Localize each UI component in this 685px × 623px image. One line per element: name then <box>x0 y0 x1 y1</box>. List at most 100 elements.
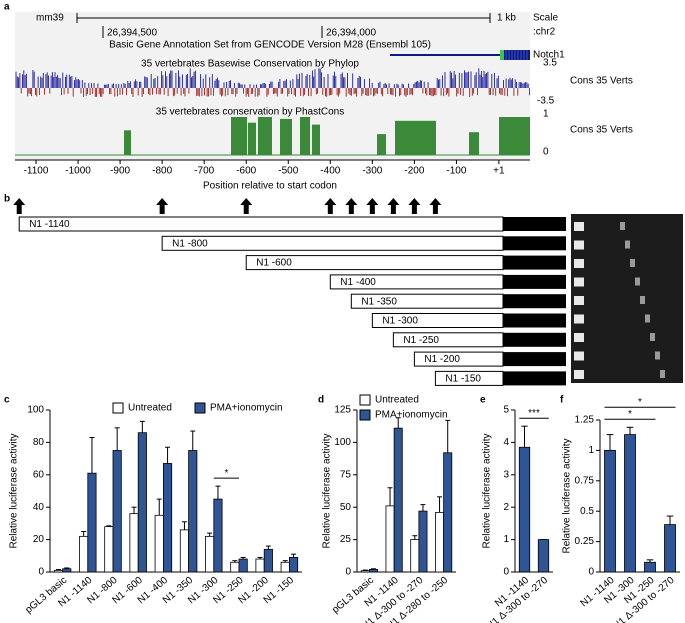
bar <box>443 452 453 573</box>
luc-label: LUC <box>524 277 544 288</box>
legend-label: Untreated <box>375 395 419 406</box>
panel-label: d <box>318 395 324 406</box>
chrom: :chr2 <box>533 27 556 38</box>
phastcons-block <box>377 134 386 155</box>
luc-box <box>503 371 566 386</box>
x-tick-label: -1100 <box>24 166 49 177</box>
bar <box>263 548 273 573</box>
x-tick-label: -500 <box>278 166 298 177</box>
legend-label: Untreated <box>128 403 172 414</box>
gel-band <box>635 277 640 286</box>
panel-label: e <box>480 395 486 406</box>
gel-well <box>574 240 584 250</box>
phylop-label: Cons 35 Verts <box>570 76 633 87</box>
bar <box>280 561 290 573</box>
y-tick-label: 1 <box>588 445 594 456</box>
panel-label: c <box>4 395 10 406</box>
phastcons-block <box>280 118 292 155</box>
phastcons-block <box>469 132 479 155</box>
significance-label: * <box>224 468 228 479</box>
y-tick-label: 0 <box>503 567 509 578</box>
y-tick-label: 40 <box>33 502 45 513</box>
luc-box <box>503 313 566 328</box>
arrow <box>240 198 253 214</box>
scale-title: Scale <box>533 13 558 24</box>
phylop-title: 35 vertebrates Basewise Conservation by … <box>141 59 359 70</box>
y-tick-label: 1 <box>503 534 509 545</box>
luc-box <box>503 255 566 270</box>
bar <box>385 505 395 573</box>
y-tick-label: 0 <box>588 567 594 578</box>
phastcons-block <box>231 117 247 155</box>
bar <box>518 446 531 573</box>
gel-band <box>620 222 625 230</box>
significance-label: * <box>638 397 642 408</box>
luc-label: LUC <box>524 335 544 346</box>
gel-well <box>574 296 584 305</box>
arrow <box>13 198 26 214</box>
luc-label: LUC <box>524 374 544 385</box>
construct-label: N1 -200 <box>424 354 460 365</box>
bar <box>129 513 139 573</box>
y-tick-label: 20 <box>33 534 45 545</box>
arrow <box>156 198 169 214</box>
coordinate: 26,394,500 <box>107 28 157 39</box>
phastcons-label: Cons 35 Verts <box>570 125 633 136</box>
bar <box>53 569 64 573</box>
luc-label: LUC <box>524 238 544 249</box>
gel-well <box>574 370 584 379</box>
gel-band <box>645 314 650 323</box>
construct-insert <box>161 235 504 251</box>
bar <box>604 449 616 573</box>
y-tick-label: 100 <box>334 437 351 448</box>
x-tick-label: -200 <box>404 166 424 177</box>
y-tick-label: 80 <box>33 437 45 448</box>
x-tick-label: -900 <box>110 166 130 177</box>
bar <box>255 558 265 573</box>
y-tick-label: 5 <box>503 405 509 416</box>
assembly: mm39 <box>36 13 64 24</box>
construct-label: N1 -250 <box>403 335 439 346</box>
construct-label: N1 -800 <box>172 238 208 249</box>
y-tick-label: 75 <box>340 469 352 480</box>
y-tick-label: 3 <box>503 469 509 480</box>
phastcons-block <box>499 117 530 155</box>
gel-band <box>625 240 630 249</box>
bar <box>87 472 97 573</box>
phastcons-block <box>124 130 131 155</box>
x-tick-label: -400 <box>320 166 340 177</box>
phastcons-block <box>395 120 436 155</box>
scale-label: 1 kb <box>497 13 516 24</box>
gel-well <box>574 314 584 324</box>
luc-label: LUC <box>524 219 544 230</box>
luc-label: LUC <box>524 354 544 365</box>
y-tick-label: 125 <box>334 405 351 416</box>
bar <box>360 570 370 573</box>
luc-label: LUC <box>524 296 544 307</box>
construct-label: N1 -600 <box>256 258 292 269</box>
y-axis-label: Relative luciferase activity <box>562 438 573 553</box>
x-tick-label: -700 <box>194 166 214 177</box>
legend-swatch <box>112 402 124 414</box>
x-tick-label: -600 <box>236 166 256 177</box>
phastcons-block <box>258 117 272 155</box>
y-tick-label: 100 <box>27 405 44 416</box>
x-axis-label: Position relative to start codon <box>203 181 337 192</box>
construct-label: N1 -1140 <box>29 219 70 230</box>
x-tick-label: -300 <box>362 166 382 177</box>
construct-insert <box>18 216 504 232</box>
bar <box>154 514 164 573</box>
arrow <box>387 198 400 214</box>
bar <box>137 432 147 573</box>
phastcons-block <box>248 122 256 155</box>
y-tick-label: 0 <box>38 567 44 578</box>
y-tick-label: 2 <box>503 502 509 513</box>
gel-well <box>574 333 584 342</box>
y-tick-label: 25 <box>340 534 352 545</box>
x-tick-label: +1 <box>493 166 505 177</box>
bar <box>162 463 173 573</box>
y-axis-label: Relative luciferase activity <box>9 433 20 548</box>
phastcons-tick: 0 <box>543 147 549 158</box>
legend-swatch <box>194 402 206 414</box>
